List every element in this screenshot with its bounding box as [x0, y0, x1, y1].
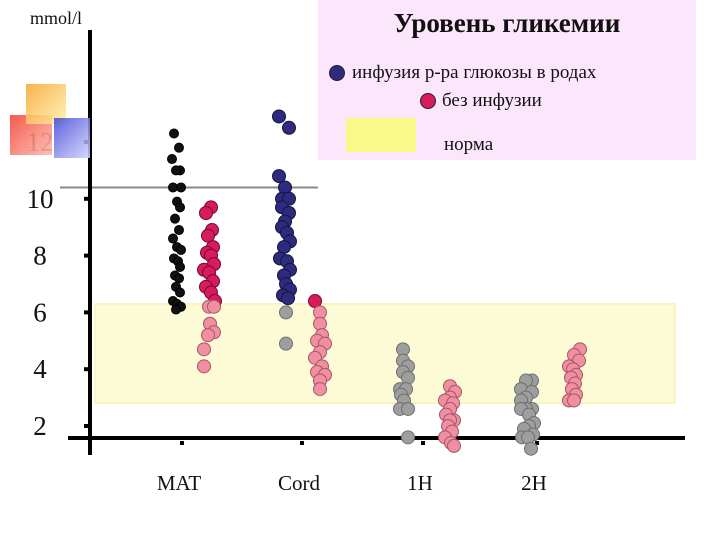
y-tick-label: 10: [27, 184, 54, 214]
legend-label-norm: норма: [444, 134, 494, 155]
y-tick-label: 4: [33, 354, 47, 384]
data-point: [197, 342, 211, 357]
data-point: [169, 128, 179, 139]
data-point: [272, 109, 286, 124]
data-point: [171, 165, 181, 176]
data-point: [197, 359, 211, 374]
data-point: [281, 291, 295, 306]
data-point: [174, 273, 184, 284]
data-point: [167, 154, 177, 165]
data-point: [279, 305, 293, 320]
y-tick-label: 2: [33, 411, 47, 441]
legend-norm-swatch: [346, 118, 416, 152]
data-point: [201, 328, 215, 343]
data-point: [207, 299, 221, 314]
x-tick-label: 2H: [521, 471, 547, 495]
decorative-orange-square: [26, 84, 66, 124]
data-point: [168, 233, 178, 244]
data-point: [174, 225, 184, 236]
legend-marker-no-infusion: [420, 93, 436, 109]
norm-band: [94, 303, 676, 404]
data-point: [401, 401, 415, 416]
legend-label-no-infusion: без инфузии: [442, 90, 542, 111]
decorative-blue-square: [54, 118, 90, 158]
data-point: [524, 441, 538, 456]
y-axis-label: mmol/l: [30, 8, 83, 28]
x-tick-mark: [300, 441, 304, 445]
data-point: [176, 244, 186, 255]
data-point: [401, 430, 415, 445]
data-point: [279, 336, 293, 351]
x-tick-mark: [180, 441, 184, 445]
data-points: [167, 109, 587, 456]
data-point: [170, 213, 180, 224]
x-tick-mark: [535, 441, 539, 445]
data-point: [282, 120, 296, 135]
chart-title: Уровень гликемии: [393, 8, 621, 38]
data-point: [567, 393, 581, 408]
x-tick-label: 1H: [407, 471, 433, 495]
x-tick-label: Cord: [278, 471, 321, 495]
data-point: [175, 202, 185, 213]
data-point: [401, 370, 415, 385]
legend-marker-infusion: [329, 65, 345, 81]
x-tick-mark: [421, 441, 425, 445]
data-point: [175, 287, 185, 298]
x-tick-label: MAT: [157, 471, 202, 495]
data-point: [272, 169, 286, 184]
data-point: [313, 316, 327, 331]
y-tick-label: 8: [33, 241, 47, 271]
data-point: [176, 182, 186, 193]
legend-label-infusion: инфузия р-ра глюкозы в родах: [352, 62, 597, 83]
data-point: [171, 304, 181, 315]
data-point: [199, 206, 213, 220]
data-point: [447, 438, 461, 453]
y-tick-label: 6: [33, 297, 47, 327]
data-point: [175, 261, 185, 272]
data-point: [174, 142, 184, 153]
data-point: [313, 382, 327, 397]
